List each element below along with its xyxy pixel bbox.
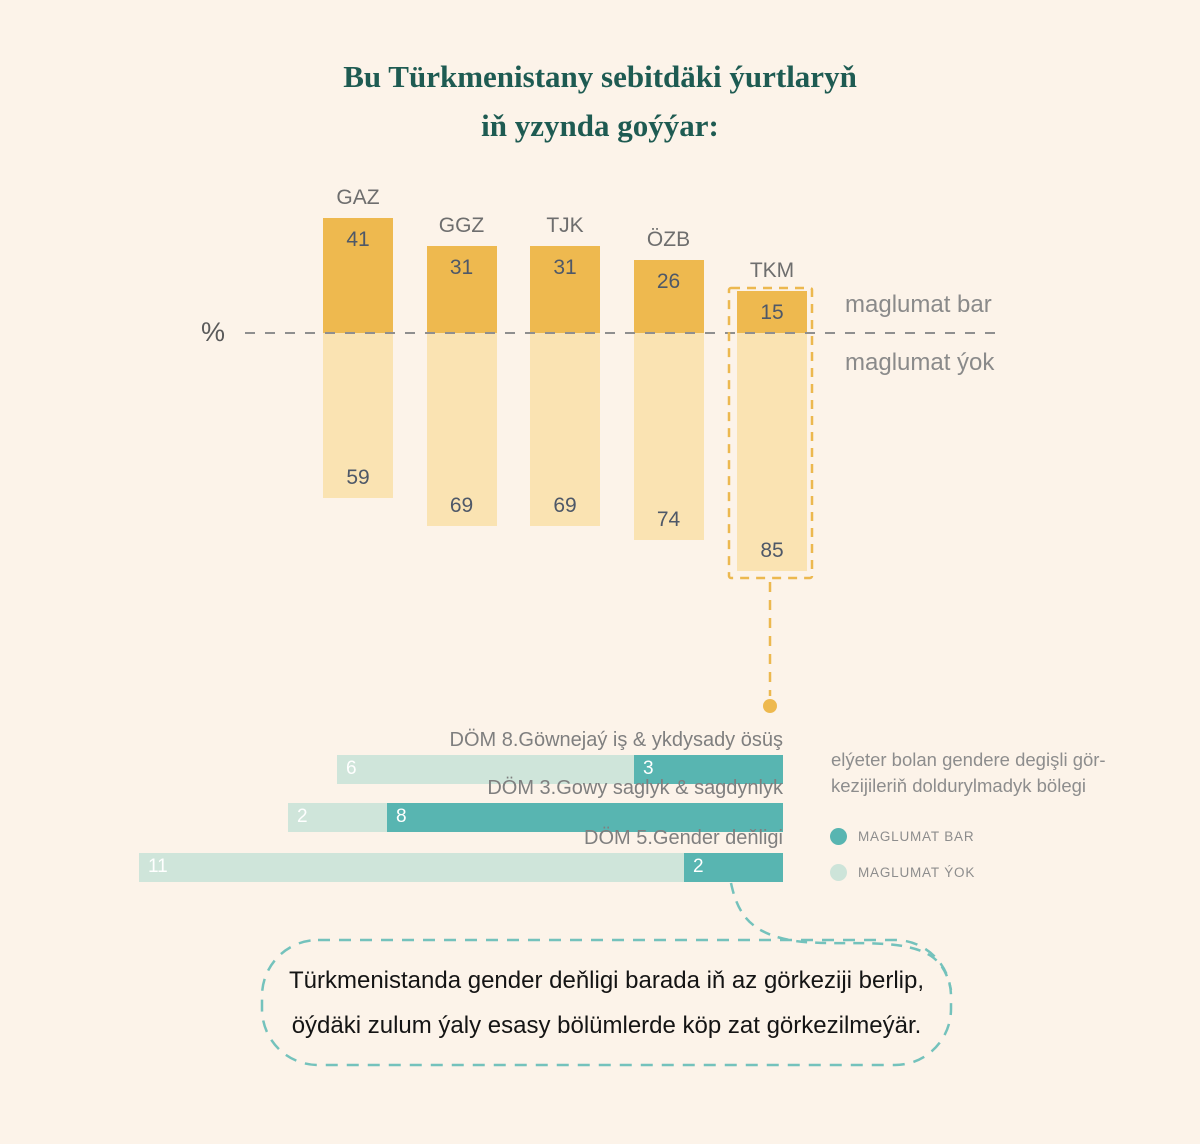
- sdg-missing-segment: 11: [139, 853, 684, 882]
- bar-value: 74: [656, 508, 681, 531]
- bar-value: 69: [553, 494, 577, 517]
- page-title-line-2: iň yzynda goýýar:: [481, 108, 719, 143]
- legend-dot-maglumat-bar: [830, 828, 847, 845]
- sdg-available-segment: 2: [684, 853, 783, 882]
- callout-line-1: Türkmenistanda gender deňligi barada iň …: [288, 967, 925, 994]
- legend-caption-line-1: elýeter bolan gendere degişli gör-: [831, 749, 1106, 770]
- page-title-line-1: Bu Türkmenistany sebitdäki ýurtlaryň: [343, 59, 857, 94]
- bar-value: 2: [297, 806, 308, 827]
- sdg-missing-segment: 6: [337, 755, 634, 784]
- country-label-tkm: TKM: [749, 259, 795, 282]
- legend-caption: elýeter bolan gendere degişli gör- kezij…: [831, 747, 1106, 799]
- sdg-available-segment: 3: [634, 755, 783, 784]
- legend-item-maglumat-yok: MAGLUMAT ÝOK: [830, 864, 975, 881]
- data-available-bar-tjk: 31: [530, 246, 600, 333]
- data-missing-bar-ggz: 69: [426, 333, 497, 526]
- bar-value: 59: [346, 466, 370, 489]
- sdg-row-label: DÖM 5.Gender deňligi: [584, 827, 783, 849]
- data-missing-bar-gaz: 59: [323, 333, 393, 498]
- bar-value: 6: [346, 758, 357, 779]
- bar-value: 11: [148, 856, 168, 877]
- sdg-missing-segment: 2: [288, 803, 387, 832]
- legend-dot-maglumat-yok: [830, 864, 847, 881]
- data-missing-bar-tjk: 69: [530, 333, 600, 526]
- bar-value: 8: [396, 806, 407, 827]
- legend-label-maglumat-yok: MAGLUMAT ÝOK: [858, 865, 976, 880]
- sdg-available-segment: 8: [387, 803, 783, 832]
- data-available-bar-gaz: 41: [323, 218, 393, 333]
- bar-value: 41: [346, 228, 370, 251]
- country-label-tjk: TJK: [546, 214, 584, 237]
- country-label-özb: ÖZB: [646, 228, 691, 251]
- legend-item-maglumat-bar: MAGLUMAT BAR: [830, 828, 974, 845]
- bar-value: 2: [693, 856, 704, 877]
- annotation-maglumat-yok: maglumat ýok: [845, 349, 995, 376]
- data-missing-bar-özb: 74: [633, 333, 704, 540]
- callout-bubble-text: Türkmenistanda gender deňligi barada iň …: [262, 941, 951, 1065]
- country-label-ggz: GGZ: [438, 214, 485, 237]
- bar-value: 31: [449, 256, 474, 279]
- bar-value: 26: [656, 270, 681, 293]
- page-title: Bu Türkmenistany sebitdäki ýurtlaryň iň …: [0, 52, 1200, 150]
- percent-axis-label: %: [201, 317, 226, 347]
- data-available-bar-ggz: 31: [426, 246, 497, 333]
- legend-label-maglumat-bar: MAGLUMAT BAR: [858, 829, 975, 844]
- bar-value: 31: [553, 256, 577, 279]
- data-available-bar-özb: 26: [633, 260, 704, 333]
- annotation-maglumat-bar: maglumat bar: [845, 291, 992, 318]
- sdg-row-label: DÖM 3.Gowy saglyk & sagdynlyk: [487, 777, 783, 799]
- sdg-row-label: DÖM 8.Göwnejaý iş & ykdysady ösüş: [449, 729, 783, 751]
- country-label-gaz: GAZ: [336, 186, 380, 209]
- bar-value: 3: [643, 758, 654, 779]
- legend-caption-line-2: kezijileriň doldurylmadyk bölegi: [831, 775, 1087, 796]
- bar-value: 69: [449, 494, 474, 517]
- callout-line-2: öýdäki zulum ýaly esasy bölümlerde köp z…: [291, 1012, 922, 1039]
